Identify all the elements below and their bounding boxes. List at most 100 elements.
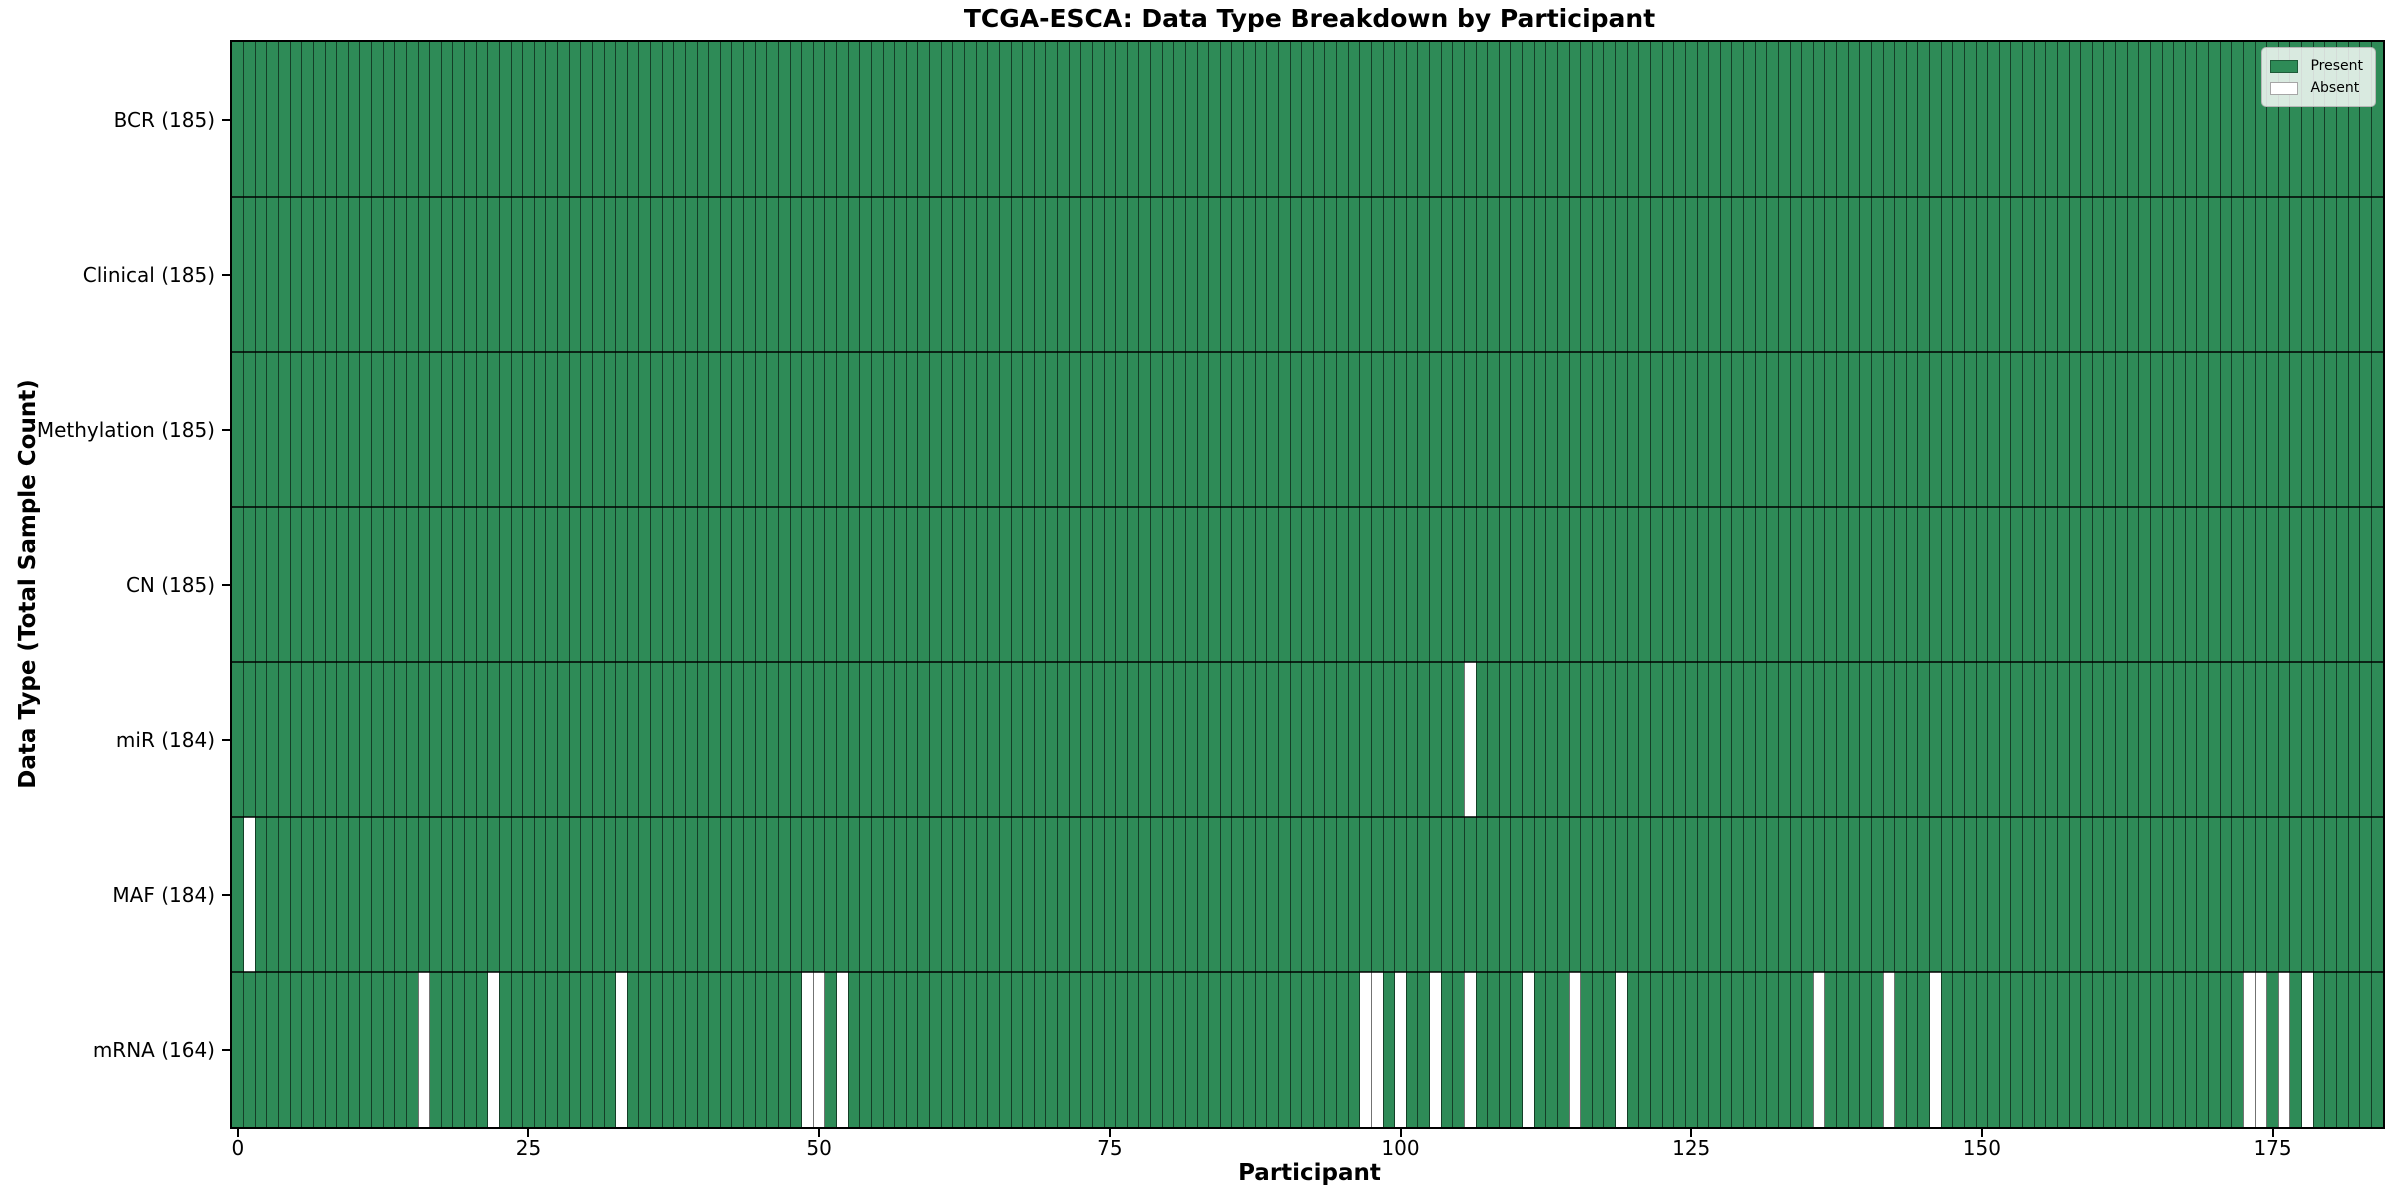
column-gridline xyxy=(266,42,268,1127)
column-gridline xyxy=(1254,42,1256,1127)
y-tick-mark xyxy=(222,273,230,276)
row-gridline xyxy=(232,506,2383,508)
x-tick-label: 25 xyxy=(515,1136,542,1160)
column-gridline xyxy=(1324,42,1326,1127)
column-gridline xyxy=(1929,42,1931,1127)
column-gridline xyxy=(405,42,407,1127)
column-gridline xyxy=(545,42,547,1127)
column-gridline xyxy=(1312,42,1314,1127)
row-gridline xyxy=(232,351,2383,353)
column-gridline xyxy=(557,42,559,1127)
column-gridline xyxy=(1568,42,1570,1127)
column-gridline xyxy=(1708,42,1710,1127)
column-gridline xyxy=(2370,42,2372,1127)
column-gridline xyxy=(1010,42,1012,1127)
column-gridline xyxy=(1998,42,2000,1127)
y-tick-label: Methylation (185) xyxy=(36,417,215,442)
legend-label-present: Present xyxy=(2310,58,2363,74)
absent-cell xyxy=(1394,972,1407,1127)
column-gridline xyxy=(591,42,593,1127)
absent-cell xyxy=(1615,972,1628,1127)
column-gridline xyxy=(754,42,756,1127)
x-axis-label: Participant xyxy=(1238,1160,1381,1186)
column-gridline xyxy=(1405,42,1407,1127)
column-gridline xyxy=(336,42,338,1127)
absent-cell xyxy=(1464,662,1477,817)
column-gridline xyxy=(1266,42,1268,1127)
column-gridline xyxy=(1603,42,1605,1127)
legend-item-absent: Absent xyxy=(2270,77,2363,99)
absent-swatch-icon xyxy=(2270,81,2299,95)
x-tick-label: 100 xyxy=(1381,1136,1420,1160)
column-gridline xyxy=(1824,42,1826,1127)
column-gridline xyxy=(1138,42,1140,1127)
column-gridline xyxy=(1080,42,1082,1127)
column-gridline xyxy=(615,42,617,1127)
column-gridline xyxy=(2277,42,2279,1127)
column-gridline xyxy=(1289,42,1291,1127)
column-gridline xyxy=(2184,42,2186,1127)
column-gridline xyxy=(1231,42,1233,1127)
column-gridline xyxy=(464,42,466,1127)
absent-cell xyxy=(2301,972,2314,1127)
column-gridline xyxy=(2033,42,2035,1127)
row-gridline xyxy=(232,661,2383,663)
column-gridline xyxy=(2080,42,2082,1127)
plot-area: Present Absent xyxy=(230,40,2385,1129)
x-tick-label: 150 xyxy=(1962,1136,2001,1160)
column-gridline xyxy=(1545,42,1547,1127)
column-gridline xyxy=(2359,42,2361,1127)
column-gridline xyxy=(510,42,512,1127)
column-gridline xyxy=(1219,42,1221,1127)
column-gridline xyxy=(278,42,279,1127)
column-gridline xyxy=(2045,42,2047,1127)
column-gridline xyxy=(766,42,768,1127)
column-gridline xyxy=(1091,42,1093,1127)
column-gridline xyxy=(603,42,605,1127)
column-gridline xyxy=(1103,42,1105,1127)
column-gridline xyxy=(1173,42,1175,1127)
column-gridline xyxy=(1394,42,1396,1127)
absent-cell xyxy=(418,972,430,1127)
column-gridline xyxy=(301,42,303,1127)
column-gridline xyxy=(1359,42,1361,1127)
column-gridline xyxy=(696,42,698,1127)
column-gridline xyxy=(382,42,384,1127)
y-tick-mark xyxy=(222,583,230,586)
absent-cell xyxy=(2255,972,2267,1127)
x-tick-mark xyxy=(527,1129,530,1137)
column-gridline xyxy=(254,42,256,1127)
x-tick-mark xyxy=(1108,1129,1111,1137)
column-gridline xyxy=(1522,42,1524,1127)
y-tick-mark xyxy=(222,1048,230,1051)
column-gridline xyxy=(312,42,314,1127)
column-gridline xyxy=(929,42,931,1127)
y-tick-label: mRNA (164) xyxy=(92,1037,215,1062)
x-tick-mark xyxy=(1690,1129,1693,1137)
absent-cell xyxy=(615,972,628,1127)
column-gridline xyxy=(1847,42,1849,1127)
column-gridline xyxy=(417,42,419,1127)
absent-cell xyxy=(813,972,825,1127)
column-gridline xyxy=(1580,42,1582,1127)
absent-cell xyxy=(243,817,256,972)
column-gridline xyxy=(905,42,907,1127)
column-gridline xyxy=(2219,42,2221,1127)
y-tick-label: BCR (185) xyxy=(113,107,215,132)
column-gridline xyxy=(580,42,582,1127)
heatmap-grid xyxy=(232,42,2383,1127)
column-gridline xyxy=(1277,42,1279,1127)
column-gridline xyxy=(1917,42,1919,1127)
column-gridline xyxy=(475,42,477,1127)
column-gridline xyxy=(1382,42,1384,1127)
column-gridline xyxy=(1301,42,1303,1127)
column-gridline xyxy=(882,42,884,1127)
present-swatch-icon xyxy=(2270,59,2299,73)
column-gridline xyxy=(1347,42,1349,1127)
column-gridline xyxy=(1801,42,1803,1127)
column-gridline xyxy=(917,42,919,1127)
column-gridline xyxy=(2149,42,2151,1127)
column-gridline xyxy=(2173,42,2175,1127)
column-gridline xyxy=(1591,42,1593,1127)
x-tick-mark xyxy=(1399,1129,1402,1137)
